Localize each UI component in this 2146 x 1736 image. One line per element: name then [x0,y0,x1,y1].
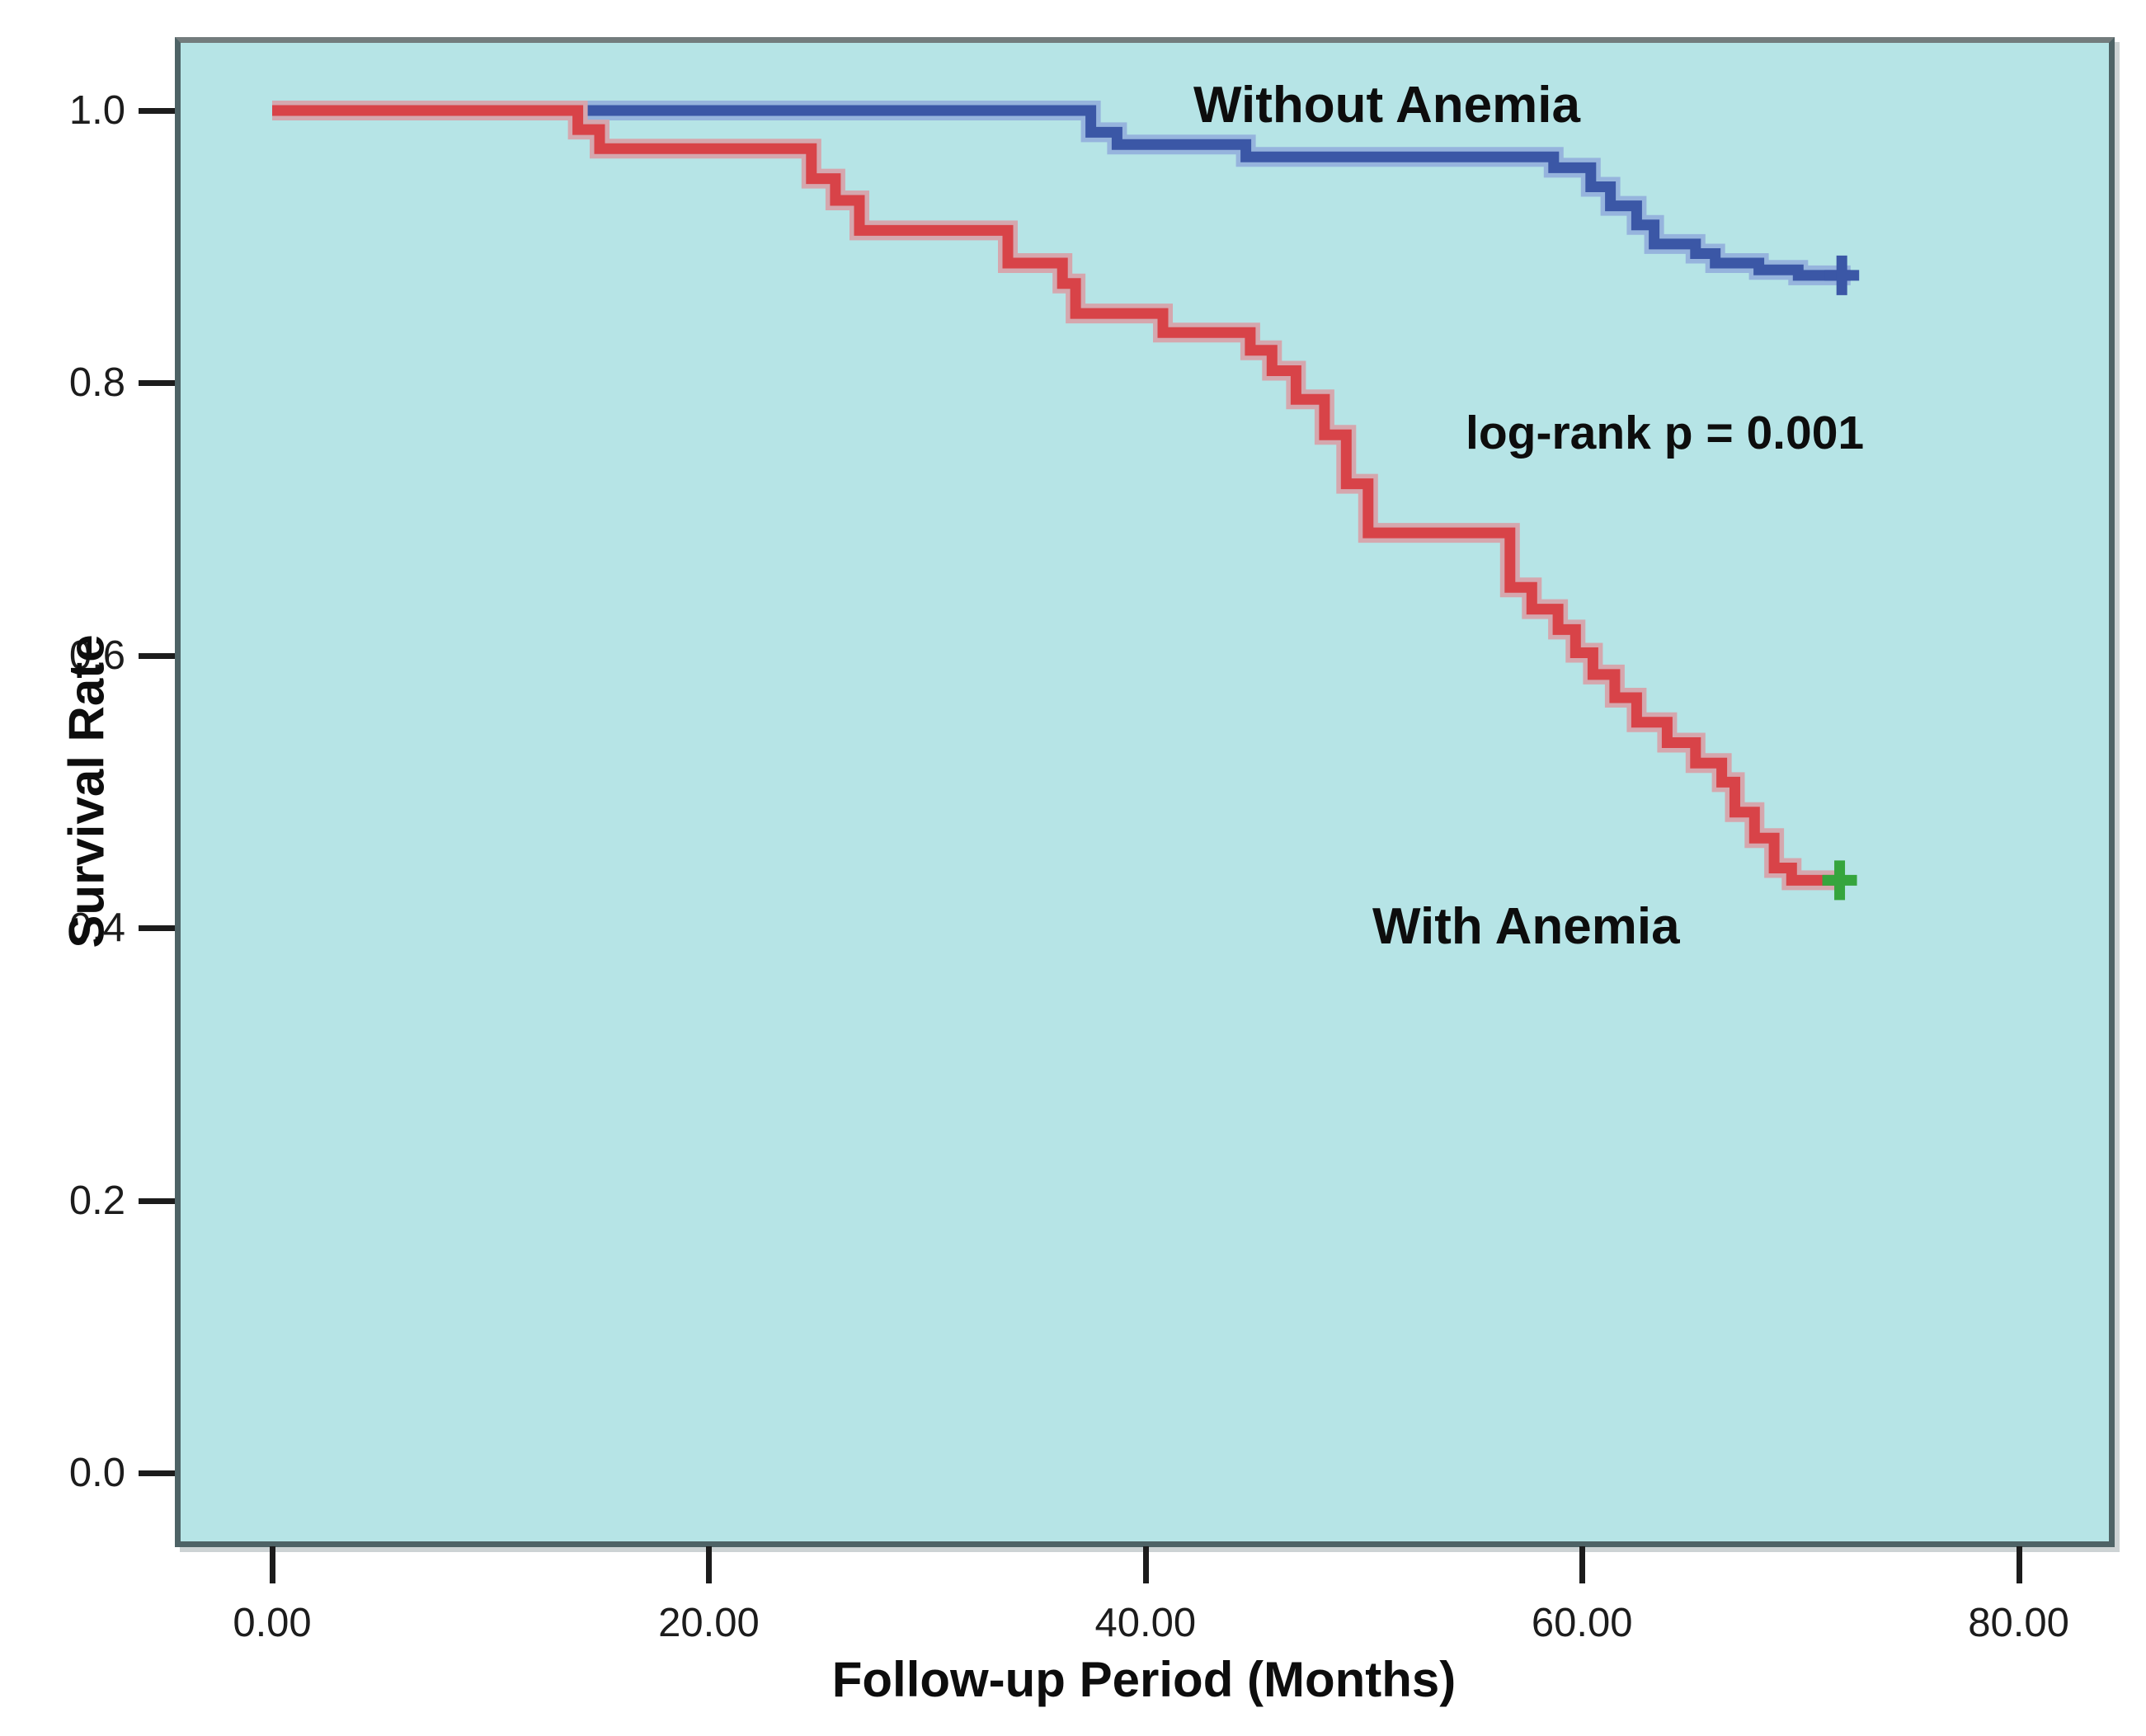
x-axis-tick-mark [706,1546,713,1583]
y-axis-title: Survival Rate [59,634,115,948]
x-axis-tick-label: 20.00 [658,1601,760,1645]
y-axis-tick-mark [139,925,175,932]
y-axis-tick-label: 0.2 [68,1178,125,1223]
x-axis-tick-label: 80.00 [1968,1601,2069,1645]
x-axis-tick-label: 60.00 [1531,1601,1633,1645]
y-axis-tick-mark [139,652,175,659]
without-anemia-curve-label: Without Anemia [1193,77,1580,134]
x-axis-tick-mark [1142,1546,1149,1583]
plot-area [175,37,2115,1547]
y-axis-tick-mark [139,380,175,387]
x-axis-tick-label: 40.00 [1094,1601,1197,1645]
x-axis-tick-mark [270,1546,275,1583]
with-anemia-curve-label: With Anemia [1372,898,1680,955]
y-axis-tick-mark [139,1197,175,1204]
y-axis-tick-mark [139,1470,175,1476]
y-axis-tick-label: 1.0 [68,88,125,133]
y-axis-tick-mark [139,108,175,114]
x-axis-title: Follow-up Period (Months) [831,1652,1457,1707]
x-axis-tick-label: 0.00 [233,1601,312,1645]
log-rank-p-value-label: log-rank p = 0.001 [1466,407,1865,459]
x-axis-tick-mark [1579,1546,1586,1583]
y-axis-tick-label: 0.6 [68,633,125,678]
y-axis-tick-label: 0.4 [68,906,125,951]
y-axis-tick-label: 0.0 [68,1451,125,1495]
y-axis-tick-label: 0.8 [68,360,125,406]
x-axis-tick-mark [2016,1546,2022,1583]
